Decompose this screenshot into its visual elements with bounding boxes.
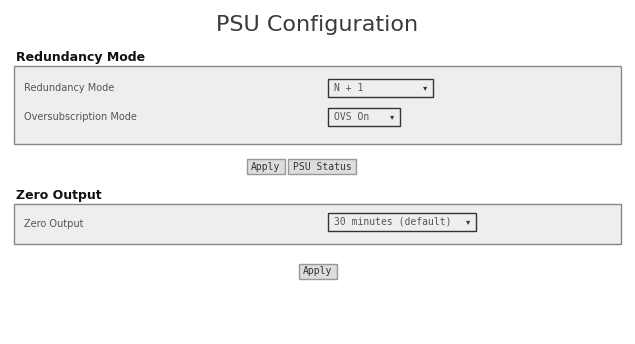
Text: Zero Output: Zero Output [16,190,102,203]
Text: 30 minutes (default): 30 minutes (default) [334,217,451,227]
Text: ▾: ▾ [423,84,427,93]
FancyBboxPatch shape [14,66,621,144]
FancyBboxPatch shape [328,79,433,97]
FancyBboxPatch shape [328,213,476,231]
FancyBboxPatch shape [288,159,356,174]
FancyBboxPatch shape [328,108,400,126]
Text: PSU Status: PSU Status [293,161,351,172]
Text: Apply: Apply [251,161,281,172]
Text: Oversubscription Mode: Oversubscription Mode [24,112,137,122]
FancyBboxPatch shape [299,264,337,279]
Text: OVS On: OVS On [334,112,369,122]
Text: PSU Configuration: PSU Configuration [216,15,418,35]
Text: Apply: Apply [304,267,333,277]
Text: Redundancy Mode: Redundancy Mode [24,83,114,93]
FancyBboxPatch shape [14,204,621,244]
FancyBboxPatch shape [247,159,285,174]
Text: Zero Output: Zero Output [24,219,83,229]
Text: ▾: ▾ [466,217,470,226]
Text: Redundancy Mode: Redundancy Mode [16,51,145,64]
Text: ▾: ▾ [390,112,394,121]
Text: N + 1: N + 1 [334,83,363,93]
